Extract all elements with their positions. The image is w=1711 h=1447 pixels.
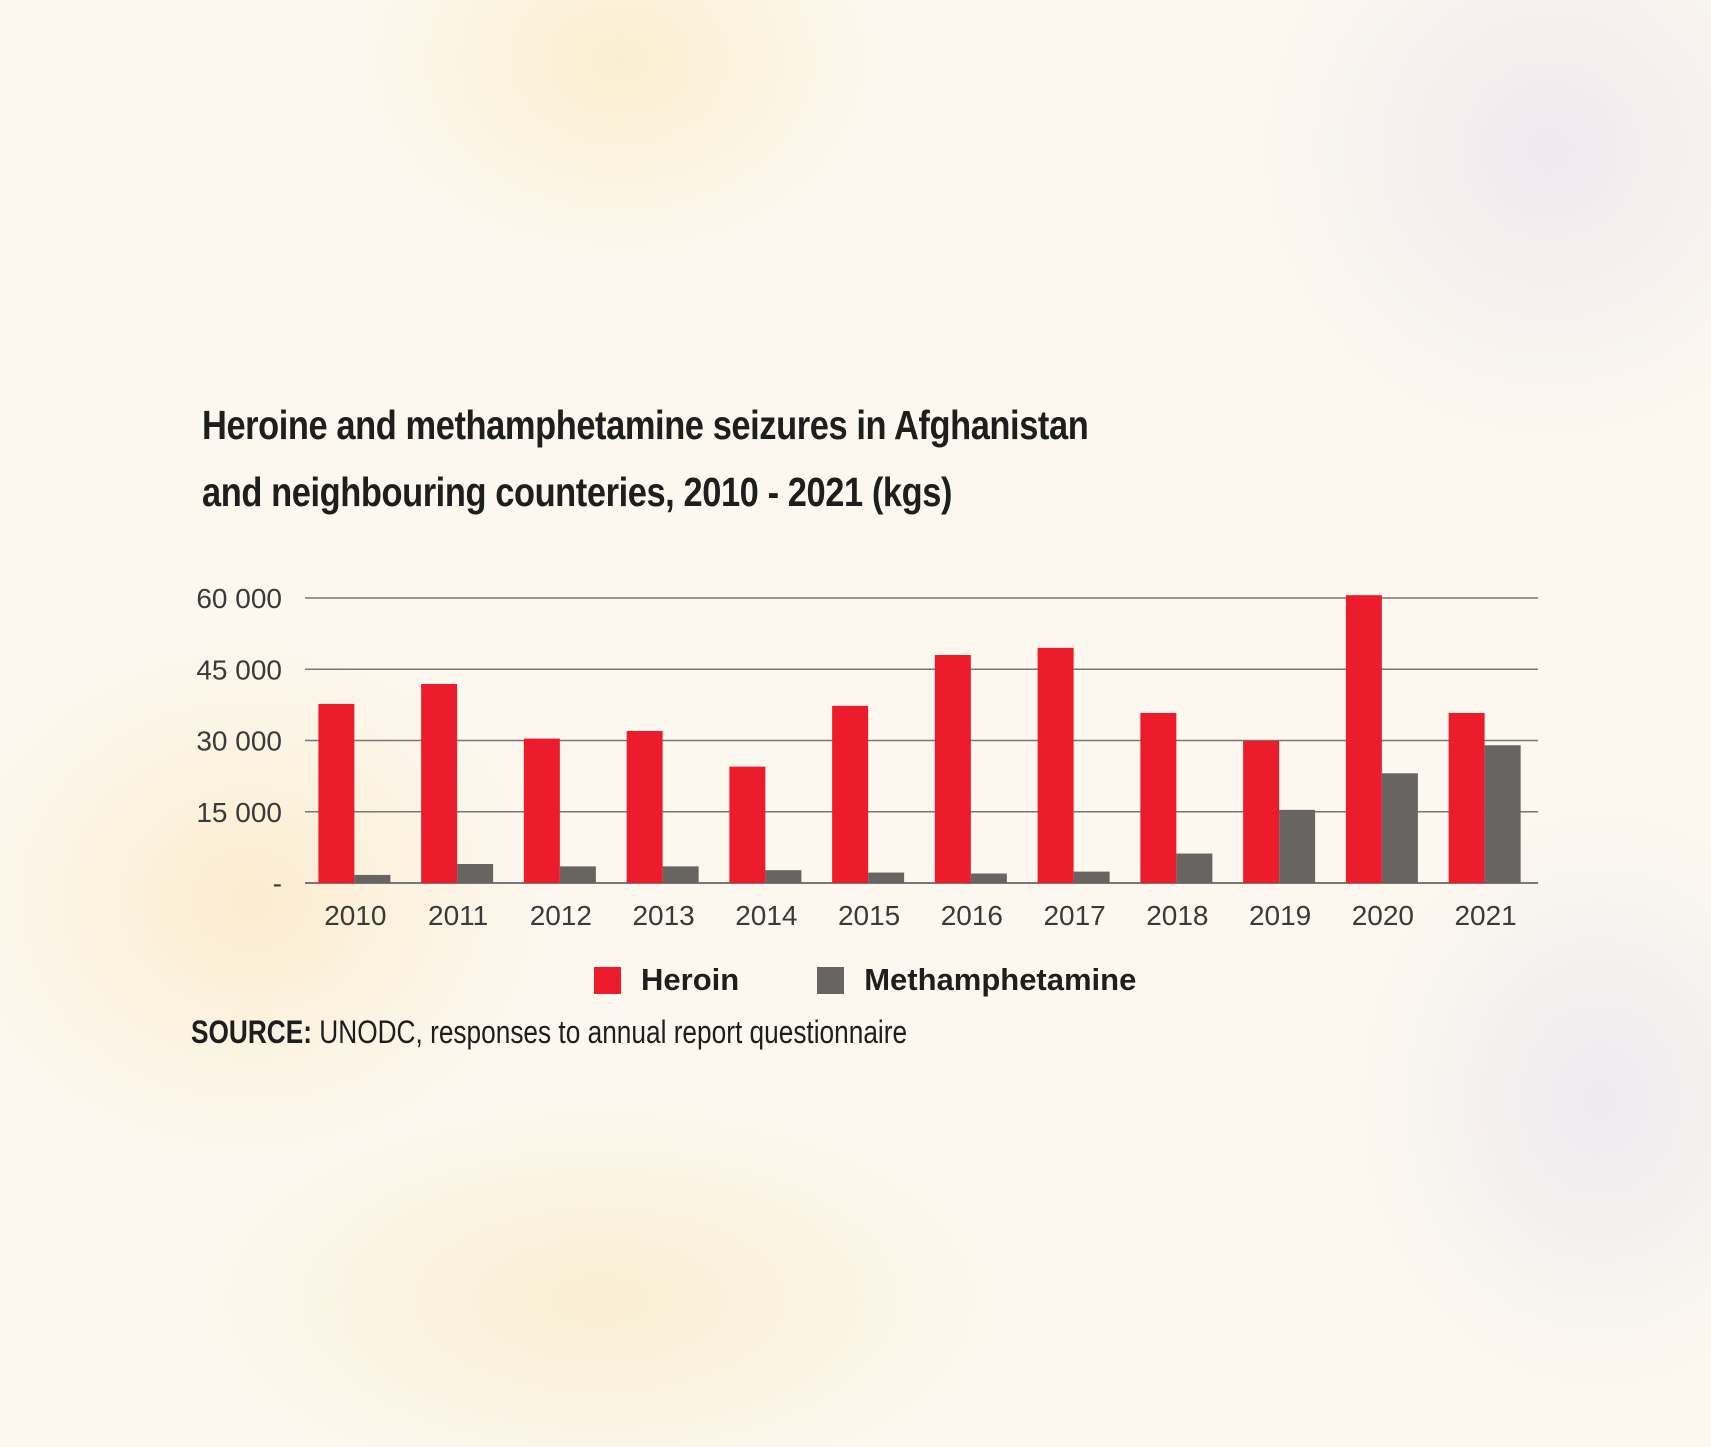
x-tick-label: 2020 bbox=[1352, 900, 1414, 931]
bar-heroin-2010 bbox=[318, 703, 355, 883]
bar-heroin-2012 bbox=[523, 738, 560, 883]
legend-swatch-methamphetamine bbox=[817, 966, 845, 994]
bar-heroin-2014 bbox=[729, 766, 766, 883]
bar-methamphetamine-2021 bbox=[1484, 745, 1521, 883]
y-tick-label: - bbox=[273, 868, 282, 899]
x-tick-label: 2010 bbox=[324, 900, 386, 931]
bar-methamphetamine-2017 bbox=[1073, 871, 1110, 883]
x-tick-label: 2021 bbox=[1454, 900, 1516, 931]
source-note: SOURCE: UNODC, responses to annual repor… bbox=[191, 1014, 907, 1051]
x-tick-label: 2016 bbox=[941, 900, 1003, 931]
x-tick-label: 2015 bbox=[838, 900, 900, 931]
bar-heroin-2016 bbox=[934, 655, 971, 883]
bar-methamphetamine-2012 bbox=[559, 866, 596, 883]
chart-title: Heroine and methamphetamine seizures in … bbox=[202, 392, 1089, 526]
x-tick-label: 2014 bbox=[735, 900, 797, 931]
x-tick-label: 2011 bbox=[428, 900, 488, 931]
y-tick-label: 15 000 bbox=[196, 797, 282, 828]
bar-methamphetamine-2014 bbox=[765, 870, 802, 883]
x-tick-label: 2019 bbox=[1249, 900, 1311, 931]
title-line-1: Heroine and methamphetamine seizures in … bbox=[202, 402, 1089, 448]
y-tick-label: 30 000 bbox=[196, 726, 282, 757]
bar-methamphetamine-2013 bbox=[662, 866, 699, 883]
x-tick-label: 2013 bbox=[632, 900, 694, 931]
bar-heroin-2020 bbox=[1345, 595, 1382, 883]
legend: Heroin Methamphetamine bbox=[594, 962, 1136, 998]
bar-heroin-2019 bbox=[1243, 740, 1280, 883]
y-tick-label: 60 000 bbox=[196, 583, 282, 614]
x-tick-label: 2017 bbox=[1043, 900, 1105, 931]
bar-heroin-2018 bbox=[1140, 712, 1177, 883]
bar-methamphetamine-2018 bbox=[1176, 853, 1213, 883]
bar-methamphetamine-2011 bbox=[457, 864, 494, 883]
y-tick-label: 45 000 bbox=[196, 654, 282, 685]
bar-chart: - 15 000 30 000 45 000 60 000 2010 2011 2012 201… bbox=[196, 583, 1538, 931]
bar-methamphetamine-2019 bbox=[1279, 809, 1316, 883]
title-line-2: and neighbouring counteries, 2010 - 2021… bbox=[202, 469, 953, 515]
legend-label-methamphetamine: Methamphetamine bbox=[864, 962, 1137, 997]
bar-heroin-2017 bbox=[1037, 647, 1074, 883]
legend-swatch-heroin bbox=[594, 966, 621, 994]
legend-label-heroin: Heroin bbox=[641, 962, 740, 997]
source-text: UNODC, responses to annual report questi… bbox=[312, 1014, 908, 1050]
bar-methamphetamine-2015 bbox=[868, 872, 905, 883]
bar-heroin-2021 bbox=[1448, 712, 1485, 883]
bar-heroin-2013 bbox=[626, 731, 663, 883]
bar-methamphetamine-2010 bbox=[354, 874, 391, 883]
bar-methamphetamine-2016 bbox=[970, 873, 1007, 883]
x-tick-label: 2018 bbox=[1146, 900, 1208, 931]
source-label: SOURCE: bbox=[191, 1014, 313, 1050]
bar-heroin-2015 bbox=[832, 705, 869, 883]
x-tick-label: 2012 bbox=[530, 900, 592, 931]
bar-heroin-2011 bbox=[421, 683, 458, 883]
bar-methamphetamine-2020 bbox=[1381, 773, 1418, 883]
